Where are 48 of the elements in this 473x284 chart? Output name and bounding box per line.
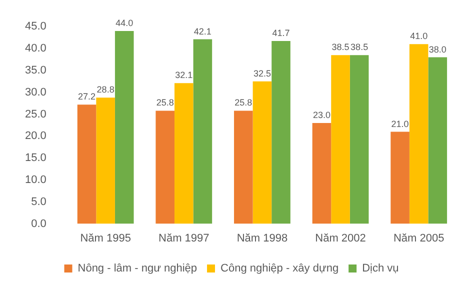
data-label: 41.0 — [410, 31, 428, 42]
bar — [114, 30, 134, 224]
bar — [350, 55, 369, 224]
x-tick-label: Năm 1998 — [236, 232, 288, 244]
y-tick-label: 30.0 — [24, 86, 46, 98]
y-tick-label: 15.0 — [24, 152, 46, 164]
x-tick-label: Năm 1997 — [158, 232, 210, 244]
data-label: 25.8 — [234, 98, 252, 108]
data-label: 23.0 — [312, 110, 330, 120]
x-tick-label: Năm 1995 — [80, 232, 131, 244]
data-label: 27.2 — [78, 92, 96, 102]
legend-label: Công nghiệp - xây dựng — [220, 262, 339, 275]
y-tick-label: 40.0 — [24, 42, 46, 55]
bar — [96, 98, 115, 224]
bar — [331, 55, 350, 224]
legend-label: Dịch vụ — [362, 262, 399, 275]
bar — [77, 104, 96, 224]
bar — [193, 39, 212, 224]
data-label: 38.5 — [332, 42, 350, 52]
data-label: 44.0 — [116, 18, 134, 28]
data-label: 28.8 — [96, 84, 114, 95]
legend-label: Nông - lâm - ngư nghiệp — [78, 262, 198, 275]
bar — [409, 44, 428, 224]
bar — [174, 83, 194, 224]
data-label: 32.5 — [253, 68, 271, 78]
bar — [234, 110, 253, 224]
bar — [390, 132, 410, 224]
data-label: 21.0 — [391, 118, 409, 129]
y-tick-label: 5.0 — [31, 196, 46, 208]
bar — [156, 110, 174, 224]
y-tick-label: 25.0 — [24, 108, 46, 120]
y-tick-label: 45.0 — [24, 20, 46, 33]
y-tick-label: 0.0 — [31, 218, 46, 230]
x-tick-label: Năm 2005 — [393, 232, 444, 244]
bar — [252, 81, 272, 224]
data-label: 42.1 — [194, 26, 212, 36]
data-label: 25.8 — [156, 98, 174, 108]
data-label: 38.0 — [428, 44, 446, 54]
data-label: 41.7 — [272, 28, 290, 38]
bar — [272, 41, 290, 224]
x-tick-label: Năm 2002 — [315, 232, 366, 244]
data-label: 32.1 — [175, 70, 193, 80]
data-label: 38.5 — [350, 42, 368, 52]
y-tick-label: 10.0 — [24, 174, 46, 186]
y-tick-label: 35.0 — [24, 64, 46, 76]
y-tick-label: 20.0 — [24, 130, 46, 142]
bar — [312, 123, 332, 224]
bar — [428, 57, 448, 224]
